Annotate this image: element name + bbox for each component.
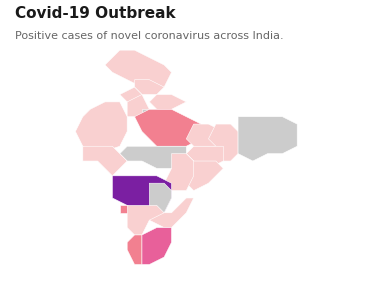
Polygon shape xyxy=(135,80,164,95)
Polygon shape xyxy=(127,95,149,117)
Polygon shape xyxy=(135,109,201,146)
Polygon shape xyxy=(149,95,186,109)
Polygon shape xyxy=(238,117,297,161)
Polygon shape xyxy=(142,227,171,264)
Polygon shape xyxy=(127,205,164,235)
Polygon shape xyxy=(186,146,223,168)
Polygon shape xyxy=(209,124,238,161)
Polygon shape xyxy=(149,198,194,227)
Polygon shape xyxy=(179,161,223,191)
Polygon shape xyxy=(83,146,127,176)
Polygon shape xyxy=(127,235,142,264)
Polygon shape xyxy=(164,154,194,191)
Polygon shape xyxy=(186,124,223,146)
Text: Positive cases of novel coronavirus across India.: Positive cases of novel coronavirus acro… xyxy=(15,31,284,41)
Text: Covid-19 Outbreak: Covid-19 Outbreak xyxy=(15,6,176,21)
Polygon shape xyxy=(75,102,127,154)
Polygon shape xyxy=(105,50,171,87)
Polygon shape xyxy=(120,146,186,168)
Polygon shape xyxy=(149,183,171,213)
Polygon shape xyxy=(120,205,127,213)
Polygon shape xyxy=(112,176,171,213)
Polygon shape xyxy=(142,109,149,117)
Polygon shape xyxy=(120,87,142,102)
